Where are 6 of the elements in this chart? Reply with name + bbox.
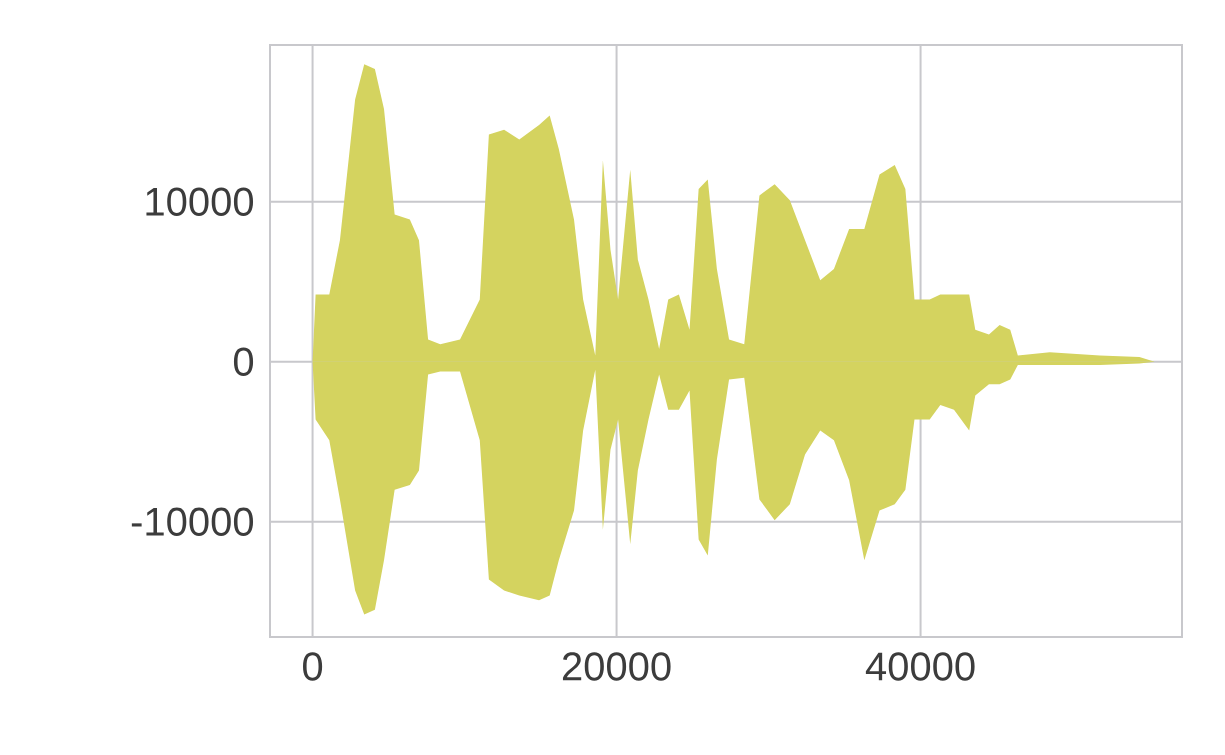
y-tick-label: -10000 [131,507,254,536]
x-tick-label: 0 [303,652,323,681]
x-tick-label: 40000 [865,652,975,681]
x-tick-label: 20000 [562,652,671,681]
y-tick-label: 0 [233,347,254,376]
y-tick-label: 10000 [146,187,254,216]
